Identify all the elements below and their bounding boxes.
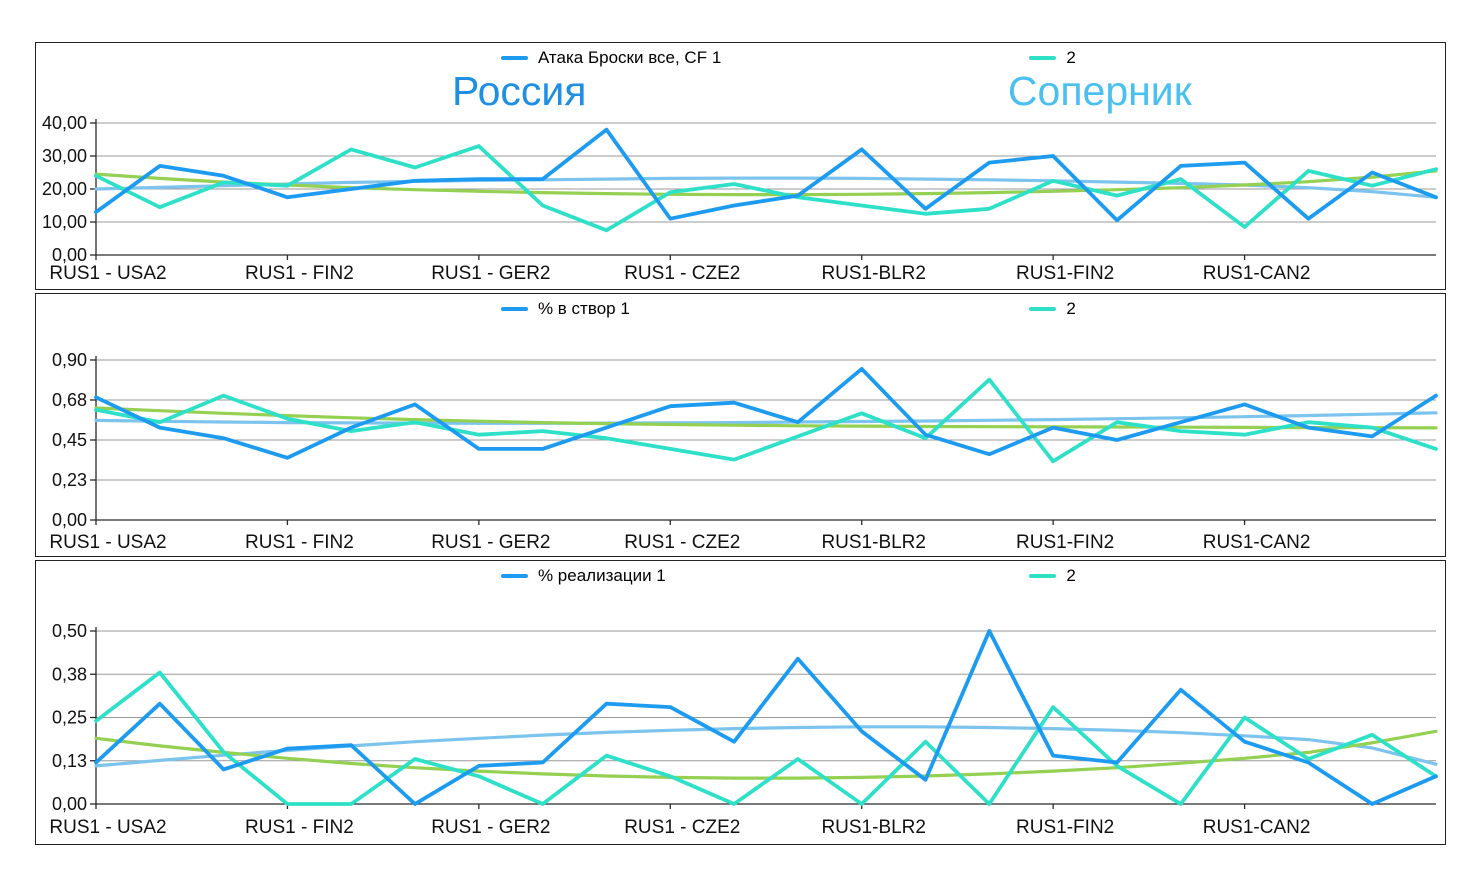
y-tick-label: 0,45 [52, 430, 87, 450]
legend-item-realization-series2: 2 [1029, 566, 1076, 586]
line-series2 [94, 670, 1438, 806]
x-category-label: RUS1 - GER2 [431, 532, 550, 553]
y-tick-label: 0,50 [52, 621, 87, 641]
x-category-label: RUS1 - USA2 [49, 263, 166, 284]
legend-label-realization-series2: 2 [1066, 566, 1076, 585]
y-tick-label: 0,23 [52, 470, 87, 490]
y-tick-label: 0,25 [52, 708, 87, 728]
y-tick-label: 0,00 [52, 794, 87, 814]
trendline-series1 [94, 411, 1438, 425]
trendline-series2 [94, 169, 1438, 197]
x-category-label: RUS1 - GER2 [431, 263, 550, 284]
legend-item-shots-series2: 2 [1029, 48, 1076, 68]
series1-line-swatch [500, 307, 528, 311]
x-category-label: RUS1 - CZE2 [624, 532, 740, 553]
y-tick-label: 10,00 [42, 212, 87, 232]
x-category-label: RUS1-BLR2 [821, 817, 926, 838]
y-tick-label: 0,00 [52, 510, 87, 530]
series1-line-swatch [500, 574, 528, 578]
y-tick-label: 40,00 [42, 115, 87, 133]
y-tick-label: 0,13 [52, 751, 87, 771]
y-tick-label: 30,00 [42, 146, 87, 166]
trendline-series1 [94, 176, 1438, 199]
title-russia: Россия [452, 68, 587, 114]
x-category-label: RUS1-CAN2 [1203, 817, 1311, 838]
legend-item-on-target-series1: % в створ 1 [500, 299, 630, 319]
line-series1 [94, 127, 1438, 223]
y-tick-label: 20,00 [42, 179, 87, 199]
line-series2 [94, 144, 1438, 233]
line-series1 [94, 367, 1438, 460]
x-category-label: RUS1-BLR2 [821, 263, 926, 284]
legend-label-shots-series2: 2 [1066, 48, 1076, 67]
chart-titles: Россия Соперник [36, 67, 1445, 119]
series1-line-swatch [500, 56, 528, 60]
trendline-series2 [94, 406, 1438, 430]
series2-line-swatch [1029, 574, 1057, 578]
x-category-label: RUS1-CAN2 [1203, 532, 1311, 553]
series2-line-swatch [1029, 307, 1057, 311]
legend-label-on-target-series1: % в створ 1 [537, 299, 630, 318]
x-category-label: RUS1-FIN2 [1016, 532, 1114, 553]
x-category-label: RUS1 - USA2 [49, 532, 166, 553]
panel-shots: Атака Броски все, CF 1 2 Россия Соперник… [35, 42, 1446, 290]
x-category-label: RUS1 - CZE2 [624, 263, 740, 284]
legend-item-shots-series1: Атака Броски все, CF 1 [500, 48, 722, 68]
y-tick-label: 0,38 [52, 664, 87, 684]
x-category-label: RUS1 - GER2 [431, 817, 550, 838]
legend-item-on-target-series2: 2 [1029, 299, 1076, 319]
x-category-label: RUS1 - USA2 [49, 817, 166, 838]
x-category-label: RUS1 - FIN2 [245, 817, 354, 838]
legend-on-target: % в створ 1 2 [36, 299, 1445, 323]
legend-shots: Атака Броски все, CF 1 2 [36, 48, 1445, 72]
series2-line-swatch [1029, 56, 1057, 60]
x-category-label: RUS1 - FIN2 [245, 263, 354, 284]
y-tick-label: 0,68 [52, 390, 87, 410]
x-category-label: RUS1-BLR2 [821, 532, 926, 553]
panel-on-target-percent: % в створ 1 2 0,00 0,23 0,45 0,68 0,90 RUS1 -… [35, 293, 1446, 557]
legend-label-on-target-series2: 2 [1066, 299, 1076, 318]
x-category-label: RUS1-FIN2 [1016, 263, 1114, 284]
legend-item-realization-series1: % реализации 1 [500, 566, 666, 586]
x-category-label: RUS1-FIN2 [1016, 817, 1114, 838]
shots-line-chart: 0,00 10,00 20,00 30,00 40,00 RUS1 - USA2 RUS1 … [42, 115, 1438, 284]
legend-label-realization-series1: % реализации 1 [537, 566, 666, 585]
realization-percent-line-chart: 0,00 0,13 0,25 0,38 0,50 RUS1 - USA2 RUS1 - FI… [49, 621, 1438, 838]
legend-realization: % реализации 1 2 [36, 566, 1445, 590]
y-tick-label: 0,90 [52, 350, 87, 370]
x-category-label: RUS1 - CZE2 [624, 817, 740, 838]
title-opponent: Соперник [1007, 68, 1192, 114]
on-target-percent-line-chart: 0,00 0,23 0,45 0,68 0,90 RUS1 - USA2 RUS1 - FI… [49, 350, 1438, 553]
line-series2 [94, 377, 1438, 464]
x-category-label: RUS1 - FIN2 [245, 532, 354, 553]
x-category-label: RUS1-CAN2 [1203, 263, 1311, 284]
panel-realization-percent: % реализации 1 2 0,00 0,13 0,25 0,38 0,50 RUS… [35, 560, 1446, 845]
legend-label-shots-series1: Атака Броски все, CF 1 [537, 48, 722, 67]
line-series1 [94, 629, 1438, 806]
y-tick-label: 0,00 [52, 245, 87, 265]
trendline-series2 [94, 729, 1438, 780]
